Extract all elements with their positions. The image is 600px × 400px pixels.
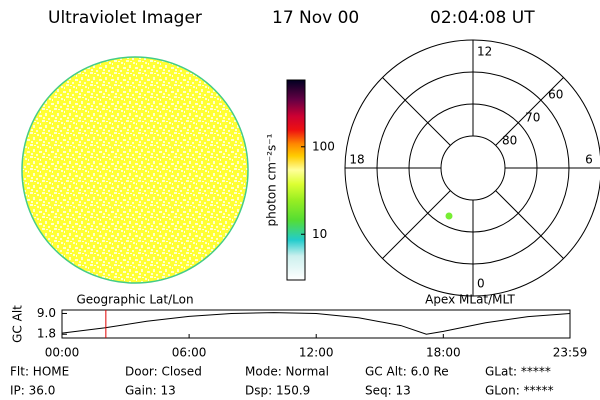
polar-spoke [495, 190, 564, 259]
lat-ring [376, 71, 570, 265]
status-field: Dsp: 150.9 [245, 384, 310, 398]
mlt-label: 18 [349, 153, 364, 167]
date: 17 Nov 00 [272, 8, 359, 28]
status-field: Mode: Normal [245, 365, 329, 379]
y-tick-label: 1.8 [37, 327, 56, 341]
polar-spoke [382, 190, 451, 259]
status-field: Seq: 13 [365, 384, 411, 398]
status-field: IP: 36.0 [10, 384, 55, 398]
lat-ring [440, 135, 506, 201]
status-field: GLon: ***** [485, 384, 554, 398]
polar-label: Apex MLat/MLT [425, 293, 515, 307]
mlt-label: 12 [477, 45, 492, 59]
x-tick-label: 00:00 [45, 346, 80, 360]
x-tick-label: 06:00 [172, 346, 207, 360]
colorbar-tick-label: 100 [312, 139, 335, 153]
title: Ultraviolet Imager [48, 8, 202, 28]
status-field: Flt: HOME [10, 365, 69, 379]
lat-label: 60 [548, 87, 563, 101]
spacecraft-footpoint [445, 212, 453, 220]
time: 02:04:08 UT [430, 8, 535, 28]
image-label: Geographic Lat/Lon [76, 293, 193, 307]
colorbar-label: photon cm⁻²s⁻¹ [265, 133, 279, 226]
colorbar [286, 79, 306, 281]
status-field: Door: Closed [125, 365, 202, 379]
lat-label: 80 [502, 133, 517, 147]
status-field: Gain: 13 [125, 384, 176, 398]
polar-spoke [495, 77, 564, 146]
y-tick-label: 9.0 [37, 306, 56, 320]
plot-frame [61, 309, 571, 339]
polar-spoke [382, 77, 451, 146]
altitude-line [61, 312, 571, 335]
uv-image [21, 56, 249, 284]
colorbar-tick-label: 10 [312, 227, 327, 241]
x-tick-label: 18:00 [426, 346, 461, 360]
status-field: GLat: ***** [485, 365, 551, 379]
lat-ring [408, 103, 538, 233]
lat-label: 70 [525, 110, 540, 124]
x-tick-label: 12:00 [299, 346, 334, 360]
x-tick-label: 23:59 [553, 346, 588, 360]
mlt-label: 0 [477, 277, 485, 291]
status-field: GC Alt: 6.0 Re [365, 365, 449, 379]
y-axis-label: GC Alt [11, 305, 25, 343]
mlt-label: 6 [585, 153, 593, 167]
